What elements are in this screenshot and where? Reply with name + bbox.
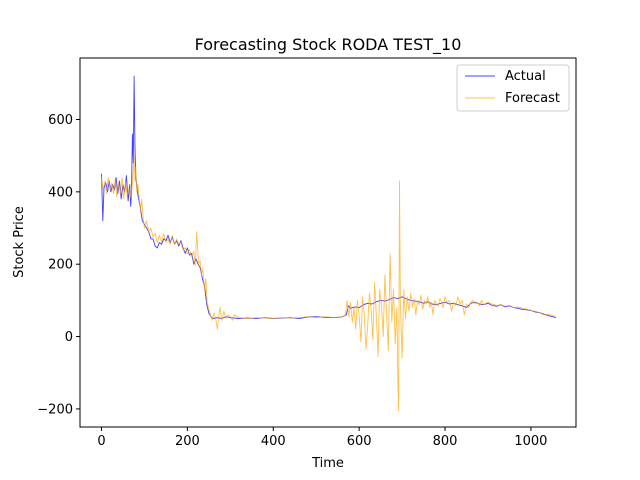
- x-tick-label: 1000: [514, 434, 547, 449]
- y-tick-label: 0: [65, 330, 73, 345]
- legend-label-actual: Actual: [505, 69, 546, 84]
- y-tick-label: −200: [37, 402, 73, 417]
- legend: Actual Forecast: [456, 64, 570, 112]
- plot-lines: [101, 75, 556, 412]
- x-axis: 0 200 400 600 800 1000: [97, 427, 547, 449]
- x-tick-label: 800: [433, 434, 458, 449]
- series-line-forecast: [101, 155, 556, 412]
- y-tick-label: 200: [48, 258, 73, 273]
- x-tick-label: 0: [97, 434, 105, 449]
- y-axis: −200 0 200 400 600: [37, 113, 80, 417]
- x-axis-label: Time: [311, 456, 344, 471]
- legend-label-forecast: Forecast: [505, 91, 560, 106]
- y-tick-label: 400: [48, 185, 73, 200]
- y-tick-label: 600: [48, 113, 73, 128]
- plot-frame: [79, 57, 577, 428]
- y-axis-label: Stock Price: [12, 206, 27, 278]
- x-tick-label: 400: [261, 434, 286, 449]
- x-tick-label: 200: [175, 434, 200, 449]
- x-tick-label: 600: [347, 434, 372, 449]
- chart-title: Forecasting Stock RODA TEST_10: [195, 35, 462, 55]
- series-line-actual: [101, 75, 556, 319]
